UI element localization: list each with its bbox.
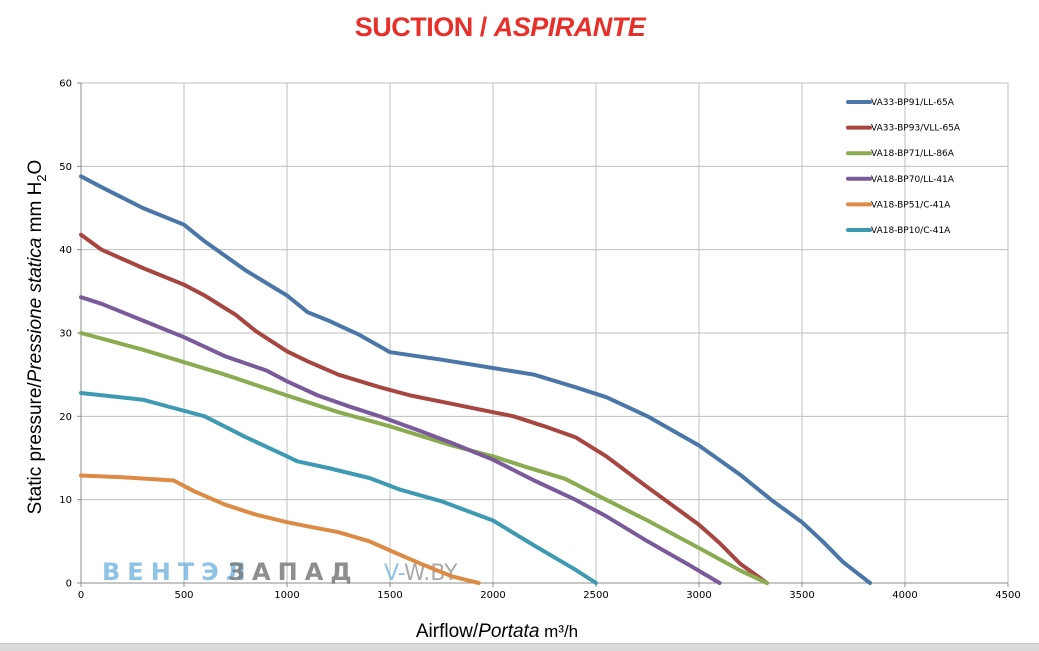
x-axis-title-italic: Portata [478, 621, 539, 642]
x-axis-title: Airflow/Portata m³/h [416, 621, 578, 642]
series-line [79, 232, 769, 585]
x-tick-label: 0 [78, 590, 84, 601]
y-tick-label: 50 [59, 162, 72, 173]
data-series [79, 174, 872, 585]
x-tick-label: 4500 [995, 590, 1020, 601]
axis-titles: Airflow/Portata m³/h Static pressure/Pres… [25, 160, 578, 642]
legend-label: VA18-BP71/LL-86A [871, 149, 955, 159]
y-axis-title-italic: Pressione statica [25, 238, 46, 383]
legend-label: VA18-BP10/C-41A [871, 226, 951, 236]
series-line [79, 473, 481, 585]
y-axis-title: Static pressure/Pressione statica mm H2O [25, 160, 49, 515]
bottom-divider [0, 643, 1039, 651]
x-tick-label: 1500 [377, 590, 402, 601]
chart-title-main: SUCTION / [354, 12, 494, 42]
x-tick-label: 3500 [789, 590, 814, 601]
legend: VA33-BP91/LL-65A VA33-BP93/VLL-65A VA18-BP… [846, 98, 961, 236]
grid-lines [80, 82, 1009, 584]
y-tick-label: 0 [66, 579, 72, 590]
x-tick-label: 4000 [892, 590, 917, 601]
x-tick-label: 500 [174, 590, 193, 601]
y-tick-label: 20 [59, 412, 72, 423]
x-tick-label: 3000 [686, 590, 711, 601]
x-tick-label: 2000 [480, 590, 505, 601]
y-axis-title-unit: mm H [25, 182, 46, 238]
watermark-part1: ВЕНТЭЛ [102, 558, 253, 586]
series-line [79, 174, 872, 585]
y-axis-title-unit-end: O [25, 160, 46, 175]
legend-label: VA33-BP93/VLL-65A [871, 124, 961, 134]
chart-title: SUCTION / ASPIRANTE [0, 12, 1000, 43]
chart-title-italic: ASPIRANTE [493, 12, 646, 42]
x-axis-title-unit: m³/h [539, 622, 578, 641]
y-tick-label: 10 [59, 495, 72, 506]
legend-label: VA33-BP91/LL-65A [871, 98, 955, 108]
y-axis-title-main: Static pressure/ [25, 382, 46, 515]
y-axis-title-subscript: 2 [34, 174, 49, 181]
x-tick-label: 2500 [583, 590, 608, 601]
legend-label: VA18-BP70/LL-41A [871, 175, 955, 185]
y-tick-label: 30 [59, 329, 72, 340]
watermark-part3: V- [384, 561, 406, 586]
series-line [79, 295, 722, 585]
series-line [79, 331, 769, 585]
y-tick-label: 40 [59, 245, 72, 256]
x-tick-label: 1000 [274, 590, 299, 601]
watermark-part2: ЗАПАД [228, 558, 359, 586]
legend-label: VA18-BP51/C-41A [871, 200, 951, 210]
watermark: ВЕНТЭЛ ЗАПАД V- W.BY [102, 558, 458, 586]
x-axis-title-main: Airflow/ [416, 621, 479, 642]
y-tick-label: 60 [59, 79, 72, 90]
series-line [79, 391, 598, 585]
